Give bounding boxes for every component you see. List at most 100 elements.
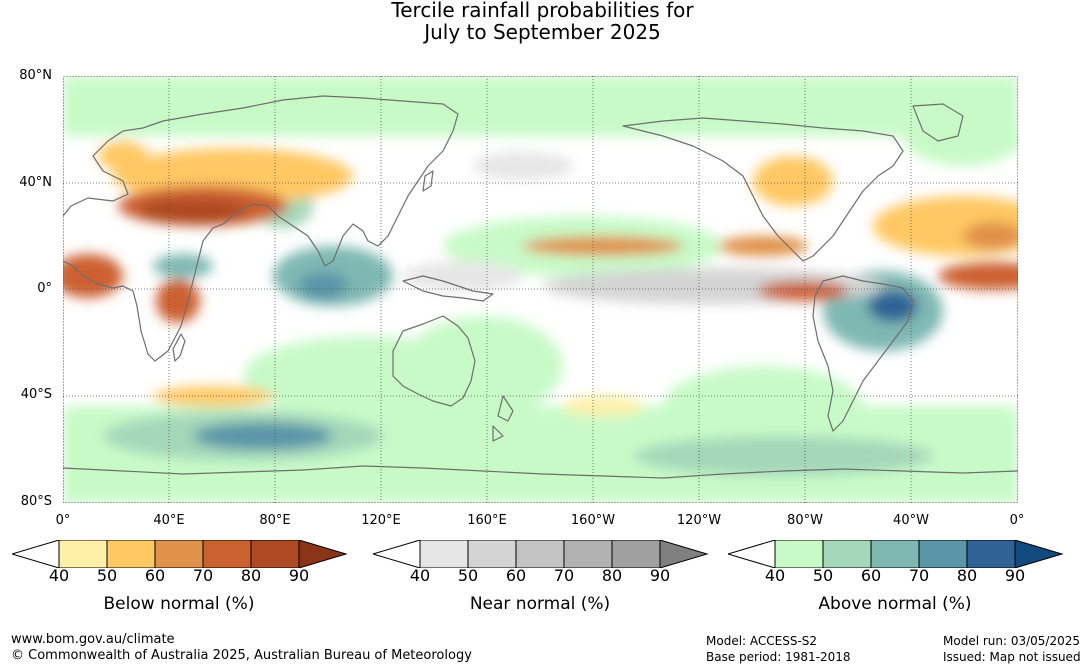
pacific-itcz-below-normal [523, 236, 683, 256]
south-indian-teal [193, 422, 333, 450]
below-tick-80: 80 [240, 566, 262, 585]
below-tick-50: 50 [96, 566, 118, 585]
graticule [63, 76, 1018, 503]
near-normal-max-arrow [659, 540, 709, 568]
south-america-coastline [812, 275, 914, 432]
near-tick-80: 80 [601, 566, 623, 585]
lon-label-0: 0° [55, 513, 71, 528]
near-tick-90: 90 [649, 566, 671, 585]
above-tick-40: 40 [764, 566, 786, 585]
near-tick-70: 70 [553, 566, 575, 585]
below-normal-colorbar [12, 540, 348, 568]
near-tick-50: 50 [457, 566, 479, 585]
near-normal-title: Near normal (%) [469, 594, 611, 614]
east-africa-below-normal [156, 279, 200, 323]
lon-label-40w: 40°W [893, 513, 929, 528]
lon-label-120w: 120°W [676, 513, 722, 528]
sahara-east-below-normal [963, 222, 1018, 250]
near-tick-40: 40 [409, 566, 431, 585]
indonesia-coastline [402, 275, 494, 302]
south-pacific-band [633, 436, 933, 476]
near-normal-swatch [563, 540, 613, 568]
lon-label-80e: 80°E [259, 513, 291, 528]
japan-coastline [422, 170, 434, 192]
below-tick-60: 60 [144, 566, 166, 585]
below-normal-min-arrow [12, 540, 60, 568]
model-run-date: Model run: 03/05/2025 [943, 634, 1081, 648]
near-normal-colorbar [373, 540, 709, 568]
near-normal-swatch [611, 540, 661, 568]
amazon-blue [868, 290, 918, 322]
above-tick-70: 70 [908, 566, 930, 585]
greenland-coastline [912, 103, 964, 142]
below-normal-swatch [106, 540, 156, 568]
afro-eurasia-coastline [63, 95, 459, 362]
north-america-below-normal [753, 156, 833, 206]
antarctica-coastline [63, 465, 1018, 479]
south-pacific-green [663, 366, 863, 446]
above-normal-max-arrow [1014, 540, 1064, 568]
australia-coastline [392, 315, 476, 407]
map-frame [63, 76, 1018, 503]
website-link[interactable]: www.bom.gov.au/climate [11, 632, 175, 647]
lon-label-0-right: 0° [1009, 513, 1025, 528]
map-title-line-1: Tercile rainfall probabilities for [391, 0, 694, 22]
below-tick-70: 70 [192, 566, 214, 585]
map-title-line-2: July to September 2025 [424, 20, 661, 44]
below-normal-swatches [58, 540, 300, 568]
new-zealand-coastline [492, 395, 514, 442]
below-normal-swatch [202, 540, 252, 568]
lat-label-80s: 80°S [20, 494, 52, 509]
middle-east-strong [138, 199, 248, 223]
rainfall-probability-map [63, 76, 1018, 503]
above-tick-60: 60 [860, 566, 882, 585]
madagascar-coastline [172, 333, 186, 362]
peru-coast-below-normal [758, 281, 848, 301]
near-normal-swatches [419, 540, 661, 568]
near-normal-min-arrow [373, 540, 421, 568]
central-africa-teal [153, 254, 213, 278]
lat-label-40s: 40°S [20, 387, 52, 402]
above-tick-90: 90 [1004, 566, 1026, 585]
lon-label-40e: 40°E [153, 513, 185, 528]
near-tick-60: 60 [505, 566, 527, 585]
arctic-above-normal [63, 76, 1018, 136]
below-normal-title: Below normal (%) [103, 594, 255, 614]
indian-ocean-teal [298, 272, 348, 300]
below-normal-swatch [154, 540, 204, 568]
below-normal-swatch [58, 540, 108, 568]
lat-label-equator: 0° [37, 281, 52, 296]
north-america-coastline [622, 117, 904, 262]
base-period: Base period: 1981-2018 [706, 650, 851, 664]
europe-below-normal [98, 141, 148, 171]
coastlines [63, 95, 1018, 479]
greenland-green [903, 106, 1018, 166]
near-normal-swatch [515, 540, 565, 568]
near-normal-swatch [467, 540, 517, 568]
above-tick-50: 50 [812, 566, 834, 585]
lon-label-80w: 80°W [787, 513, 823, 528]
above-normal-swatches [774, 540, 1016, 568]
tasman-below-normal [563, 396, 643, 416]
model-name: Model: ACCESS-S2 [706, 634, 818, 648]
above-normal-swatch [822, 540, 872, 568]
near-normal-swatch [419, 540, 469, 568]
above-tick-80: 80 [956, 566, 978, 585]
above-normal-swatch [966, 540, 1016, 568]
copyright-notice: © Commonwealth of Australia 2025, Austra… [11, 648, 472, 663]
below-normal-swatch [250, 540, 300, 568]
below-tick-40: 40 [48, 566, 70, 585]
probability-field [63, 76, 1018, 503]
lon-label-160e: 160°E [467, 513, 507, 528]
above-normal-swatch [774, 540, 824, 568]
above-normal-min-arrow [728, 540, 776, 568]
lat-label-80n: 80°N [19, 68, 52, 83]
below-tick-90: 90 [288, 566, 310, 585]
above-normal-colorbar [728, 540, 1064, 568]
east-pacific-below-normal [718, 236, 808, 256]
lon-label-120e: 120°E [361, 513, 401, 528]
above-normal-swatch [918, 540, 968, 568]
lon-label-160w: 160°W [570, 513, 616, 528]
issued-status: Issued: Map not issued [943, 650, 1081, 664]
above-normal-title: Above normal (%) [818, 594, 972, 614]
